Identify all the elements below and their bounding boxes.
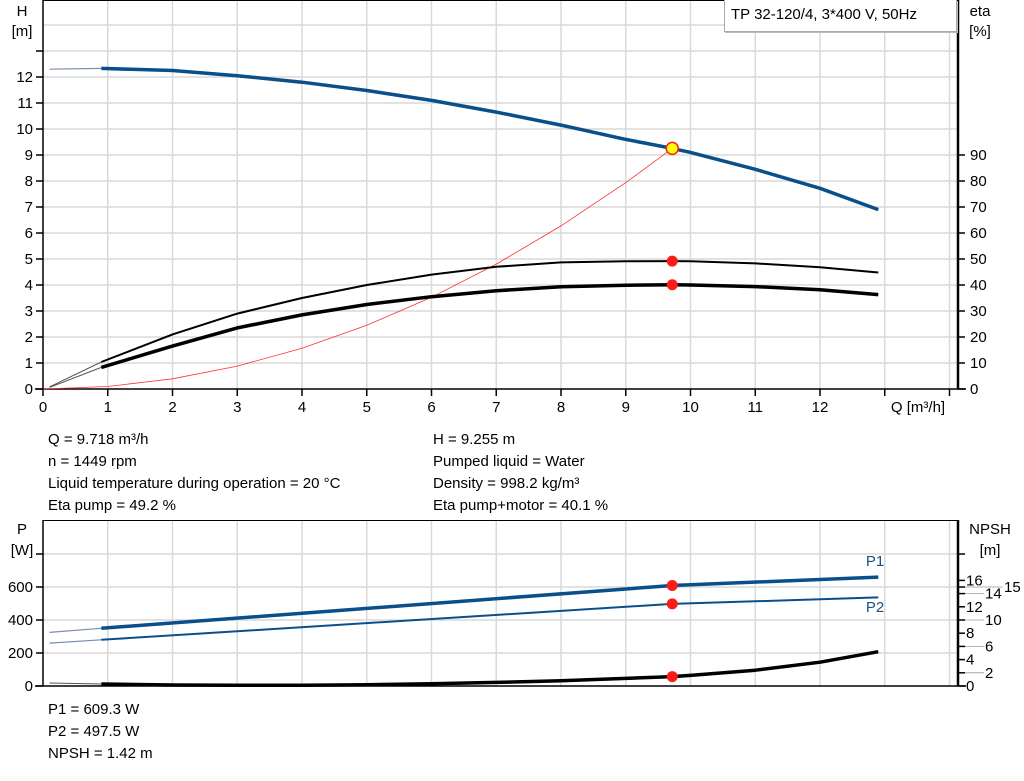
x-tick-label: 8 — [557, 399, 565, 416]
npsh-tick-label: 6 — [985, 638, 993, 655]
npsh-tick-label: 8 — [966, 625, 974, 642]
y-tick-label: 0 — [25, 381, 33, 398]
p-tick-label: 400 — [8, 612, 33, 629]
x-tick-label: 11 — [747, 399, 763, 416]
p2-curve-extension — [49, 639, 102, 644]
info-temperature: Liquid temperature during operation = 20… — [48, 475, 341, 492]
y2-tick-label: 40 — [970, 277, 987, 294]
y-tick-label: 9 — [25, 147, 33, 164]
y2-tick-label: 30 — [970, 303, 987, 320]
y-tick-label: 11 — [17, 95, 33, 112]
info-eta-pump-motor: Eta pump+motor = 40.1 % — [433, 497, 609, 514]
npsh-tick-label: 4 — [966, 652, 974, 669]
p-tick-label: 0 — [25, 678, 33, 695]
y-tick-label: 7 — [25, 199, 33, 216]
x-tick-label: 10 — [682, 399, 699, 416]
x-tick-label: 7 — [492, 399, 500, 416]
x-tick-label: 3 — [233, 399, 241, 416]
y-tick-label: 12 — [16, 69, 33, 86]
y2-tick-label: 50 — [970, 251, 987, 268]
info-bottom: P1 = 609.3 W P2 = 497.5 W NPSH = 1.42 m — [48, 699, 153, 765]
npsh-tick-label: 10 — [985, 612, 1002, 629]
npsh-tick-label: 0 — [966, 678, 974, 695]
npsh-axis-unit: [m] — [980, 542, 1001, 559]
x-tick-label: 0 — [39, 399, 47, 416]
duty-point-eta-pump — [666, 255, 678, 267]
system-curve — [42, 148, 673, 390]
y2-tick-label: 90 — [970, 147, 987, 164]
x-tick-label: 9 — [622, 399, 630, 416]
eta-pump-motor-curve-extension — [49, 366, 102, 388]
p-axis-unit: [W] — [11, 542, 34, 559]
y-tick-label: 6 — [25, 225, 33, 242]
info-p1: P1 = 609.3 W — [48, 701, 140, 718]
info-speed: n = 1449 rpm — [48, 453, 137, 470]
p1-curve-extension — [49, 627, 102, 633]
eta-pump-motor-curve — [100, 282, 879, 370]
y2-tick-label: 0 — [970, 381, 978, 398]
npsh-tick-label: 16 — [966, 572, 983, 589]
x-tick-label: 1 — [104, 399, 112, 416]
y2-tick-label: 80 — [970, 173, 987, 190]
p2-label: P2 — [866, 599, 884, 616]
info-right: H = 9.255 m Pumped liquid = Water Densit… — [433, 429, 608, 517]
y2-tick-label: 70 — [970, 199, 987, 216]
npsh-tick-label: 15 — [1004, 579, 1021, 596]
head-curve — [101, 66, 879, 212]
info-density: Density = 998.2 kg/m³ — [433, 475, 580, 492]
eta-pump-curve — [100, 260, 879, 363]
x-tick-label: 5 — [363, 399, 371, 416]
duty-point-p2 — [666, 598, 678, 610]
info-head: H = 9.255 m — [433, 431, 516, 448]
head-curve-extension — [49, 67, 102, 70]
x-tick-label: 2 — [168, 399, 176, 416]
info-liquid: Pumped liquid = Water — [433, 453, 585, 470]
y-tick-label: 1 — [25, 355, 33, 372]
eta-pump-curve-extension — [49, 361, 102, 388]
y-tick-label: 5 — [25, 251, 33, 268]
duty-point-head — [665, 141, 679, 156]
p1-label: P1 — [866, 553, 884, 570]
info-left: Q = 9.718 m³/h n = 1449 rpm Liquid tempe… — [48, 429, 340, 517]
x-axis-label: Q [m³/h] — [891, 399, 945, 416]
info-eta-pump: Eta pump = 49.2 % — [48, 497, 176, 514]
p-tick-label: 200 — [8, 645, 33, 662]
y2-axis-label: eta — [970, 3, 992, 20]
x-tick-label: 6 — [427, 399, 435, 416]
info-p2: P2 = 497.5 W — [48, 723, 140, 740]
x-tick-label: 12 — [812, 399, 829, 416]
npsh-curve — [101, 649, 879, 688]
p-axis-label: P — [17, 521, 27, 538]
info-npsh: NPSH = 1.42 m — [48, 745, 153, 762]
duty-point-eta-pump-motor — [666, 279, 678, 291]
y2-tick-label: 20 — [970, 329, 987, 346]
y2-tick-label: 10 — [970, 355, 987, 372]
npsh-axis-label: NPSH — [969, 521, 1011, 538]
y-tick-label: 2 — [25, 329, 33, 346]
duty-point-p1 — [666, 579, 678, 591]
y-tick-label: 3 — [25, 303, 33, 320]
y-axis-unit: [m] — [12, 23, 33, 40]
y-tick-label: 4 — [25, 277, 33, 294]
chart-title: TP 32-120/4, 3*400 V, 50Hz — [724, 0, 957, 32]
duty-point-npsh — [666, 671, 678, 683]
npsh-tick-label: 14 — [985, 586, 1002, 603]
info-flow: Q = 9.718 m³/h — [48, 431, 149, 448]
y-tick-label: 10 — [16, 121, 33, 138]
y2-axis-unit: [%] — [969, 23, 991, 40]
y-tick-label: 8 — [25, 173, 33, 190]
npsh-tick-label: 12 — [966, 599, 983, 616]
npsh-tick-label: 2 — [985, 665, 993, 682]
x-tick-label: 4 — [298, 399, 306, 416]
y2-tick-label: 60 — [970, 225, 987, 242]
p-tick-label: 600 — [8, 579, 33, 596]
y-axis-label: H — [17, 3, 28, 20]
npsh-curve-extension — [49, 682, 102, 685]
